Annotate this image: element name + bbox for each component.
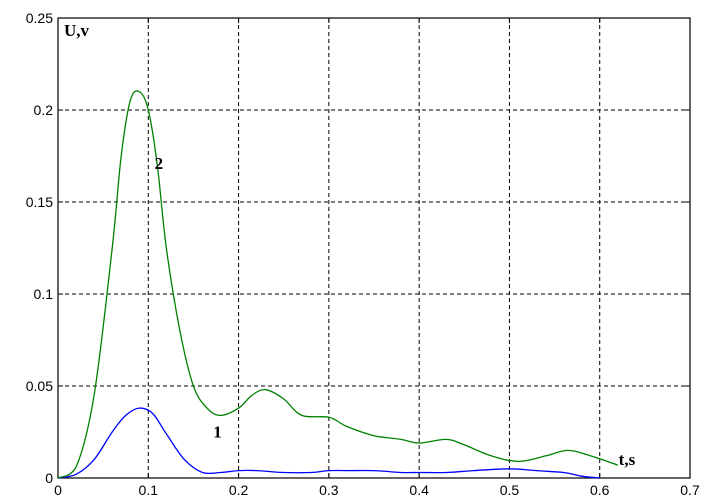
y-tick-label: 0 <box>45 470 53 486</box>
axis-ticks: 0 0.1 0.2 0.3 0.4 0.5 0.6 0.7 0 0.05 0.1 0.15 0.2 0.2… <box>26 10 700 498</box>
x-tick-label: 0 <box>54 482 62 498</box>
x-tick-label: 0.5 <box>500 482 520 498</box>
series-labels: 12 <box>155 154 222 442</box>
x-axis-label: t,s <box>619 450 636 469</box>
series-1-line <box>57 407 600 479</box>
x-tick-label: 0.1 <box>139 482 159 498</box>
series-2-label: 2 <box>155 154 164 173</box>
y-axis-label: U,v <box>64 21 90 40</box>
plot-frame <box>57 17 691 479</box>
series-2-line <box>57 90 619 479</box>
grid-lines <box>58 18 690 478</box>
y-tick-label: 0.2 <box>34 102 54 118</box>
series-1-label: 1 <box>213 423 222 442</box>
x-tick-label: 0.4 <box>409 482 429 498</box>
y-tick-label: 0.15 <box>26 194 53 210</box>
y-tick-label: 0.25 <box>26 10 53 26</box>
series-lines <box>57 90 619 479</box>
x-tick-label: 0.2 <box>229 482 249 498</box>
y-tick-label: 0.05 <box>26 378 53 394</box>
y-tick-label: 0.1 <box>34 286 54 302</box>
x-tick-label: 0.6 <box>590 482 610 498</box>
x-tick-label: 0.3 <box>319 482 339 498</box>
x-tick-label: 0.7 <box>680 482 700 498</box>
